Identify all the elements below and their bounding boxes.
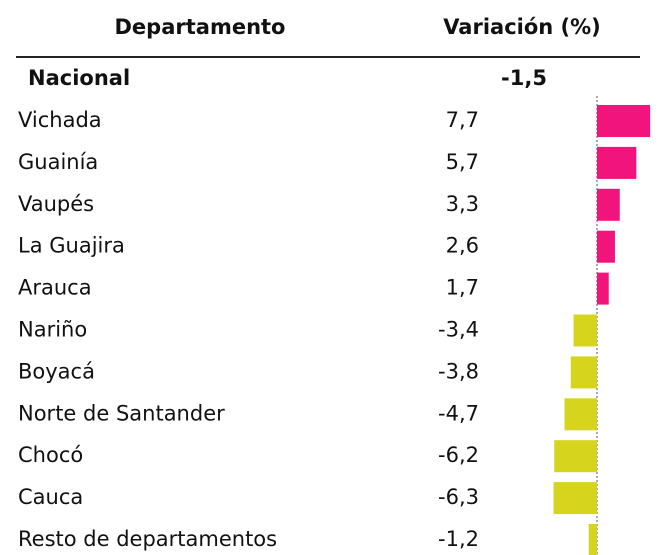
department-label: Vichada: [18, 108, 102, 132]
department-label: Cauca: [18, 485, 83, 509]
department-label: Resto de departamentos: [18, 527, 277, 551]
value-label: -3,8: [438, 359, 479, 383]
value-label: 3,3: [446, 192, 479, 216]
department-label: Norte de Santander: [18, 401, 225, 425]
bar: [570, 356, 597, 389]
bar: [597, 230, 615, 263]
national-value: -1,5: [501, 66, 547, 90]
value-label: -1,2: [438, 527, 479, 551]
value-label: -6,3: [438, 485, 479, 509]
value-label: -3,4: [438, 318, 479, 342]
value-label: 5,7: [446, 150, 479, 174]
bar: [597, 146, 637, 179]
department-label: Guainía: [18, 150, 98, 174]
value-label: 7,7: [446, 108, 479, 132]
bar: [588, 524, 597, 555]
bar: [564, 398, 597, 431]
value-label: 1,7: [446, 276, 479, 300]
department-label: Arauca: [18, 276, 92, 300]
department-label: La Guajira: [18, 234, 125, 258]
header-department: Departamento: [115, 15, 286, 39]
header-variation: Variación (%): [443, 15, 601, 39]
value-label: 2,6: [446, 234, 479, 258]
national-label: Nacional: [28, 66, 130, 90]
bar: [553, 482, 597, 515]
bar: [573, 314, 597, 347]
bar: [554, 440, 597, 473]
department-label: Vaupés: [18, 192, 94, 216]
value-label: -4,7: [438, 401, 479, 425]
bar: [597, 188, 620, 221]
value-label: -6,2: [438, 443, 479, 467]
bar: [597, 105, 651, 137]
department-label: Nariño: [18, 318, 87, 342]
department-label: Chocó: [18, 443, 83, 467]
department-label: Boyacá: [18, 359, 95, 383]
bar: [597, 272, 609, 305]
